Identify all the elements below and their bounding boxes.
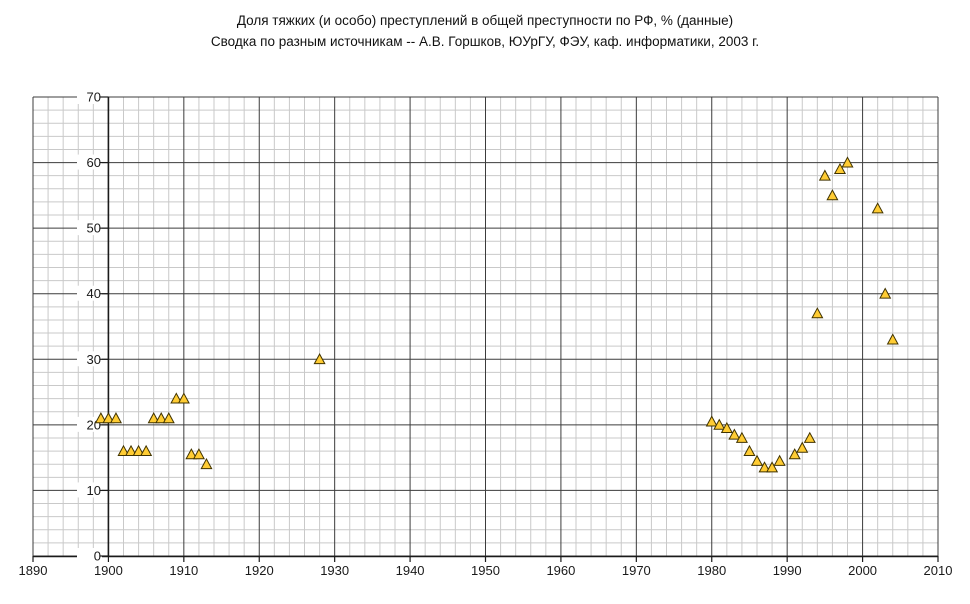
y-tick-label: 60 xyxy=(87,155,101,170)
data-point-marker xyxy=(192,448,205,460)
data-point-marker xyxy=(735,431,748,443)
x-tick-label: 1940 xyxy=(396,563,425,578)
data-point-marker xyxy=(826,189,839,201)
y-tick-label: 30 xyxy=(87,352,101,367)
x-tick-label: 1970 xyxy=(622,563,651,578)
data-point-marker xyxy=(750,454,764,466)
data-point-marker xyxy=(94,412,107,424)
y-tick-label-chip xyxy=(77,89,102,104)
y-tick-label-chip xyxy=(77,351,102,367)
x-tick-label: 2000 xyxy=(848,563,877,578)
x-tick-label: 1950 xyxy=(471,563,500,578)
data-point-marker xyxy=(125,444,138,456)
data-point-marker xyxy=(200,457,213,470)
y-tick-label-chip xyxy=(77,285,102,301)
data-point-marker xyxy=(728,428,741,440)
x-tick-label: 1900 xyxy=(94,563,123,578)
chart-subtitle: Сводка по разным источникам -- А.В. Горш… xyxy=(210,34,760,49)
x-tick-label: 1890 xyxy=(19,563,48,578)
x-tick-label: 1980 xyxy=(697,563,726,578)
y-tick-label-chip xyxy=(77,416,102,432)
data-point-marker xyxy=(102,412,115,424)
x-tick-label: 1930 xyxy=(320,563,349,578)
x-tick-label: 2010 xyxy=(924,563,953,578)
y-tick-label-chip xyxy=(77,220,102,236)
y-tick-label: 0 xyxy=(94,549,101,564)
y-tick-label-chip xyxy=(77,548,102,563)
data-point-marker xyxy=(155,412,168,424)
data-point-marker xyxy=(886,333,899,345)
data-point-marker xyxy=(132,444,145,456)
data-point-marker xyxy=(758,461,771,473)
x-tick-label: 1910 xyxy=(169,563,198,578)
data-point-marker xyxy=(170,392,183,404)
x-tick-label: 1920 xyxy=(245,563,274,578)
data-point-marker xyxy=(766,461,779,473)
data-point-marker xyxy=(841,156,854,168)
data-point-marker xyxy=(313,353,326,365)
data-point-marker xyxy=(879,287,892,299)
y-tick-label: 10 xyxy=(87,483,101,498)
y-tick-label-chip xyxy=(77,482,102,498)
data-point-marker xyxy=(811,307,824,319)
data-point-marker xyxy=(773,454,786,466)
data-point-marker xyxy=(705,415,718,427)
data-point-marker xyxy=(720,421,733,434)
x-tick-label: 1960 xyxy=(546,563,575,578)
x-tick-label: 1990 xyxy=(773,563,802,578)
data-point-marker xyxy=(743,444,756,456)
data-point-marker xyxy=(871,202,884,214)
y-tick-label: 50 xyxy=(87,221,101,236)
data-point-marker xyxy=(713,418,726,430)
data-point-marker xyxy=(818,169,831,181)
data-point-marker xyxy=(833,162,846,175)
data-point-marker xyxy=(109,412,122,424)
data-point-marker xyxy=(147,412,160,424)
y-tick-label: 70 xyxy=(87,90,101,105)
y-tick-label-chip xyxy=(77,154,102,170)
data-point-marker xyxy=(796,441,809,453)
data-point-marker xyxy=(162,412,175,424)
chart-title: Доля тяжких (и особо) преступлений в общ… xyxy=(236,13,734,28)
title-block: Доля тяжких (и особо) преступлений в общ… xyxy=(0,10,970,52)
data-point-marker xyxy=(140,444,153,456)
data-point-marker xyxy=(177,392,190,404)
data-point-marker xyxy=(117,444,130,456)
y-tick-label: 40 xyxy=(87,286,101,301)
data-point-marker xyxy=(185,448,198,460)
data-point-marker xyxy=(788,448,801,460)
data-point-marker xyxy=(803,431,816,443)
